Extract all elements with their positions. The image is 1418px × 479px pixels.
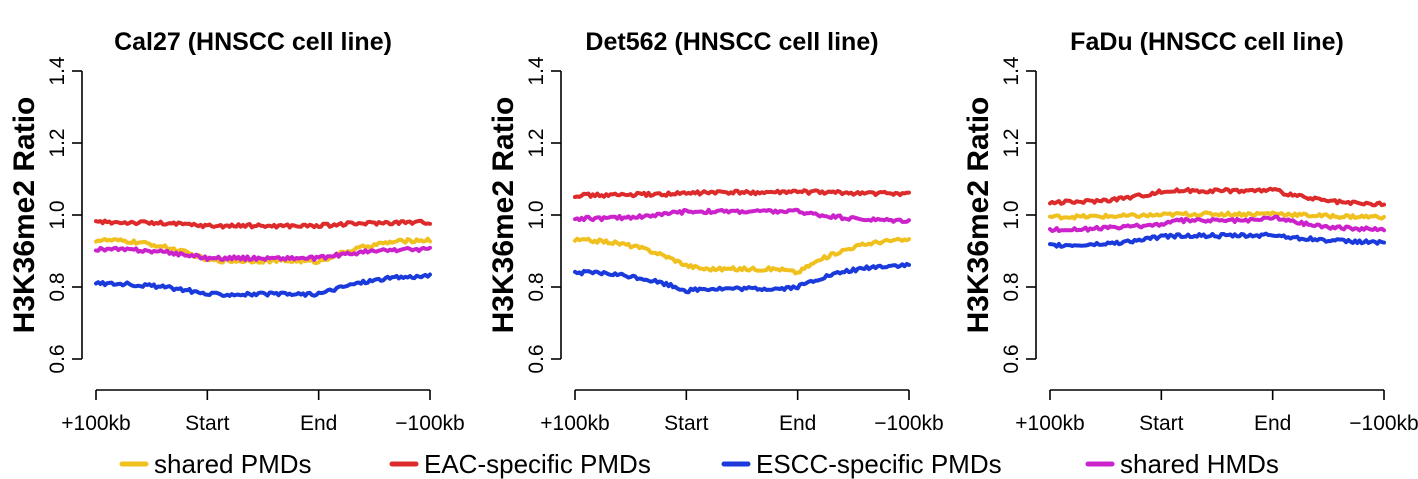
y-tick-label: 1.2	[525, 128, 548, 157]
legend-item: ESCC-specific PMDs	[721, 449, 1002, 479]
legend-label: ESCC-specific PMDs	[756, 449, 1002, 479]
x-tick-label: Start	[185, 412, 230, 435]
y-tick-label: 0.6	[525, 344, 548, 373]
x-tick-label: End	[300, 412, 337, 435]
chart-panel-1: Cal27 (HNSCC cell line) H3K36me2 Ratio0.6…	[8, 28, 465, 435]
series-line-escc-specific-pmds	[94, 272, 432, 298]
series-line-shared-pmds	[1048, 210, 1386, 221]
y-tick-label: 0.8	[1000, 272, 1023, 301]
x-tick-label: +100kb	[1015, 412, 1084, 435]
y-axis-label: H3K36me2 Ratio	[962, 97, 995, 334]
legend-label: EAC-specific PMDs	[424, 449, 651, 479]
y-tick-label: 0.8	[525, 272, 548, 301]
legend-label: shared PMDs	[154, 449, 312, 479]
series-line-escc-specific-pmds	[1048, 231, 1386, 249]
y-tick-label: 1.0	[525, 200, 548, 229]
series-line-shared-pmds	[94, 236, 432, 266]
chart-panel-2: Det562 (HNSCC cell line) H3K36me2 Ratio0.…	[487, 28, 944, 435]
x-tick-label: +100kb	[540, 412, 609, 435]
series-line-eac-specific-pmds	[94, 218, 432, 230]
series-line-eac-specific-pmds	[573, 188, 911, 199]
chart-panels: Cal27 (HNSCC cell line)H3K36me2 Ratio0.6…	[8, 28, 1418, 435]
y-tick-label: 0.6	[1000, 344, 1023, 373]
panel-title: Det562 (HNSCC cell line)	[585, 28, 878, 56]
x-tick-label: +100kb	[61, 412, 130, 435]
legend-label: shared HMDs	[1120, 449, 1279, 479]
y-tick-label: 0.8	[46, 272, 69, 301]
x-tick-label: Start	[664, 412, 709, 435]
series-line-shared-pmds	[573, 236, 911, 276]
y-tick-label: 0.6	[46, 344, 69, 373]
x-tick-label: −100kb	[1349, 412, 1418, 435]
y-tick-label: 1.0	[46, 200, 69, 229]
legend-item: shared PMDs	[119, 449, 312, 479]
y-tick-label: 1.4	[1000, 56, 1023, 86]
x-tick-label: End	[1254, 412, 1291, 435]
y-tick-label: 1.0	[1000, 200, 1023, 229]
x-tick-label: Start	[1139, 412, 1184, 435]
legend: shared PMDs EAC-specific PMDs ESCC-specifi…	[119, 449, 1279, 479]
y-tick-label: 1.2	[46, 128, 69, 157]
x-tick-label: −100kb	[874, 412, 943, 435]
y-axis-label: H3K36me2 Ratio	[487, 97, 520, 334]
legend-item: shared HMDs	[1085, 449, 1279, 479]
series-line-eac-specific-pmds	[1048, 186, 1386, 208]
series-line-escc-specific-pmds	[573, 261, 911, 295]
x-tick-label: −100kb	[395, 412, 464, 435]
y-axis-label: H3K36me2 Ratio	[8, 97, 41, 334]
panel-title: Cal27 (HNSCC cell line)	[114, 28, 392, 56]
legend-item: EAC-specific PMDs	[389, 449, 651, 479]
series-line-shared-hmds	[573, 207, 911, 224]
panel-title: FaDu (HNSCC cell line)	[1070, 28, 1344, 56]
series-line-shared-hmds	[1048, 214, 1386, 233]
x-tick-label: End	[779, 412, 816, 435]
y-tick-label: 1.4	[46, 56, 69, 86]
series-line-shared-hmds	[94, 245, 432, 262]
y-tick-label: 1.2	[1000, 128, 1023, 157]
y-tick-label: 1.4	[525, 56, 548, 86]
